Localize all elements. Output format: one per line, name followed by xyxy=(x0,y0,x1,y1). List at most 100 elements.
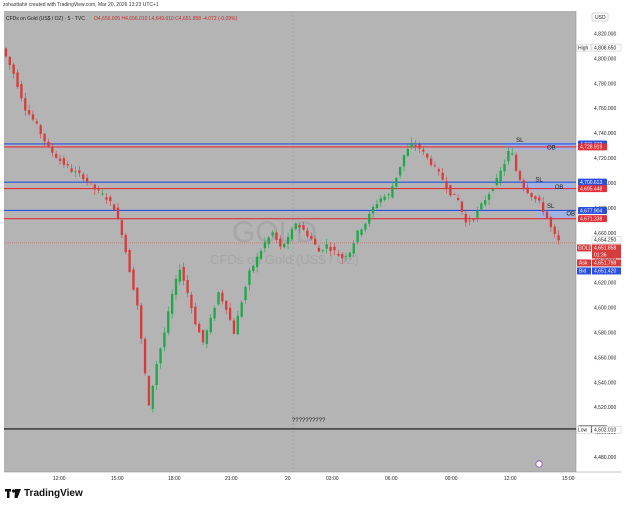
candle-body[interactable] xyxy=(182,266,185,281)
candle-body[interactable] xyxy=(507,150,510,162)
candle-body[interactable] xyxy=(167,311,170,333)
candle-body[interactable] xyxy=(329,246,332,251)
candle-body[interactable] xyxy=(375,204,379,209)
candle-body[interactable] xyxy=(174,278,178,295)
candle-body[interactable] xyxy=(298,225,301,228)
candle-body[interactable] xyxy=(143,338,147,374)
candle-body[interactable] xyxy=(147,376,151,406)
candle-body[interactable] xyxy=(78,170,81,173)
candle-body[interactable] xyxy=(341,253,344,259)
candle-body[interactable] xyxy=(43,133,46,142)
candle-body[interactable] xyxy=(85,178,89,182)
candle-body[interactable] xyxy=(356,230,359,242)
candle-body[interactable] xyxy=(267,237,270,244)
candle-body[interactable] xyxy=(89,182,93,183)
candle-body[interactable] xyxy=(468,220,471,222)
candle-body[interactable] xyxy=(534,196,537,200)
candle-body[interactable] xyxy=(522,180,525,189)
candle-body[interactable] xyxy=(410,142,413,148)
candle-body[interactable] xyxy=(495,178,498,186)
candle-body[interactable] xyxy=(306,230,309,237)
candle-body[interactable] xyxy=(201,330,205,343)
candle-body[interactable] xyxy=(395,177,398,187)
candle-body[interactable] xyxy=(213,307,216,319)
candle-body[interactable] xyxy=(155,364,158,386)
candle-body[interactable] xyxy=(97,189,100,191)
candle-body[interactable] xyxy=(255,256,259,267)
candle-body[interactable] xyxy=(209,317,212,333)
candle-body[interactable] xyxy=(371,207,375,214)
candle-body[interactable] xyxy=(476,210,479,218)
currency-badge[interactable] xyxy=(591,12,609,22)
candle-body[interactable] xyxy=(275,232,278,240)
candle-body[interactable] xyxy=(74,171,77,173)
candle-body[interactable] xyxy=(310,235,313,239)
candle-body[interactable] xyxy=(132,269,135,290)
candle-body[interactable] xyxy=(151,385,154,409)
candle-body[interactable] xyxy=(302,224,305,230)
candle-body[interactable] xyxy=(453,193,456,195)
candle-body[interactable] xyxy=(406,148,410,156)
candle-body[interactable] xyxy=(290,229,294,240)
candle-body[interactable] xyxy=(433,165,437,167)
candle-body[interactable] xyxy=(101,193,104,195)
candle-body[interactable] xyxy=(325,244,328,249)
candle-body[interactable] xyxy=(460,201,464,212)
candle-body[interactable] xyxy=(379,198,382,203)
ob-zone[interactable] xyxy=(538,210,574,219)
candle-body[interactable] xyxy=(545,211,549,218)
candle-body[interactable] xyxy=(194,306,197,325)
candle-body[interactable] xyxy=(47,141,50,147)
candle-body[interactable] xyxy=(20,84,23,99)
candle-body[interactable] xyxy=(429,158,433,166)
candle-body[interactable] xyxy=(511,153,514,155)
candle-body[interactable] xyxy=(159,348,162,364)
candle-body[interactable] xyxy=(402,155,406,167)
candle-body[interactable] xyxy=(140,305,143,339)
candle-body[interactable] xyxy=(530,193,533,198)
candle-body[interactable] xyxy=(553,226,556,234)
candle-body[interactable] xyxy=(259,250,263,259)
candle-body[interactable] xyxy=(12,64,15,74)
candle-body[interactable] xyxy=(170,294,174,314)
candle-body[interactable] xyxy=(27,110,31,115)
candle-body[interactable] xyxy=(279,238,282,247)
candle-body[interactable] xyxy=(51,147,54,153)
candle-body[interactable] xyxy=(271,232,274,236)
candle-body[interactable] xyxy=(549,217,553,228)
candle-body[interactable] xyxy=(422,149,425,152)
candle-body[interactable] xyxy=(225,300,228,310)
candle-body[interactable] xyxy=(480,203,483,210)
candle-body[interactable] xyxy=(518,171,522,180)
candle-body[interactable] xyxy=(352,243,355,254)
candle-body[interactable] xyxy=(491,189,495,191)
ob-zone[interactable] xyxy=(522,182,574,191)
plot-area[interactable] xyxy=(4,11,576,472)
candle-body[interactable] xyxy=(55,154,58,158)
candle-body[interactable] xyxy=(286,236,290,244)
candle-body[interactable] xyxy=(93,184,96,190)
candle-body[interactable] xyxy=(360,229,363,235)
candle-body[interactable] xyxy=(317,247,321,252)
candle-body[interactable] xyxy=(248,270,251,286)
candle-body[interactable] xyxy=(456,198,460,201)
candle-body[interactable] xyxy=(294,223,297,229)
candle-body[interactable] xyxy=(120,220,124,236)
candle-body[interactable] xyxy=(221,292,224,302)
candle-body[interactable] xyxy=(236,315,239,335)
candle-body[interactable] xyxy=(426,153,429,158)
candle-body[interactable] xyxy=(526,187,529,194)
candle-body[interactable] xyxy=(58,158,62,161)
candle-body[interactable] xyxy=(228,307,232,320)
candle-body[interactable] xyxy=(538,197,541,201)
candle-body[interactable] xyxy=(198,323,201,333)
candle-body[interactable] xyxy=(39,125,42,134)
candle-body[interactable] xyxy=(136,287,139,306)
candle-body[interactable] xyxy=(82,174,85,180)
candle-body[interactable] xyxy=(464,213,468,223)
candle-body[interactable] xyxy=(8,56,11,65)
candle-body[interactable] xyxy=(321,250,325,252)
candle-body[interactable] xyxy=(105,197,108,200)
candle-body[interactable] xyxy=(514,154,518,171)
candle-body[interactable] xyxy=(484,200,487,205)
